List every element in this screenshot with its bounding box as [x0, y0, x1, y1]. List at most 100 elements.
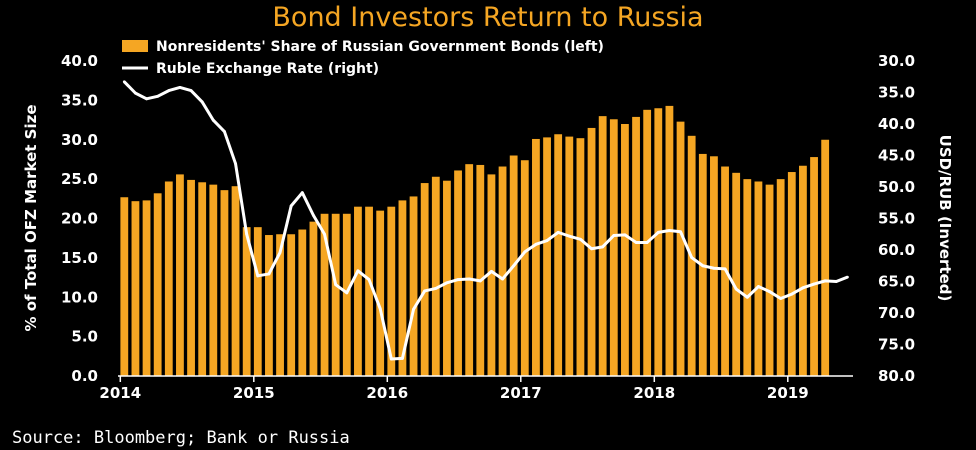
line-point: [278, 251, 282, 254]
right-tick-label: 40.0: [878, 115, 915, 133]
x-tick-label: 2017: [500, 384, 542, 402]
right-tick-label: 80.0: [878, 367, 915, 385]
bar: [153, 193, 162, 376]
bar: [420, 183, 429, 376]
line-point: [645, 241, 649, 244]
line-point: [211, 118, 215, 122]
line-point: [679, 230, 682, 234]
left-tick-label: 15.0: [61, 249, 98, 267]
bar: [676, 121, 685, 376]
bar: [587, 127, 596, 376]
bar: [342, 213, 351, 376]
bar: [209, 184, 218, 376]
line-point: [846, 275, 849, 279]
right-tick-label: 75.0: [878, 336, 915, 354]
bar: [476, 164, 485, 376]
bar: [265, 235, 273, 376]
bar: [309, 221, 318, 376]
bar: [176, 174, 184, 376]
x-tick-label: 2015: [233, 384, 275, 402]
chart-title: Bond Investors Return to Russia: [272, 2, 703, 33]
right-tick-label: 70.0: [878, 304, 915, 322]
bar: [354, 206, 362, 376]
bar: [799, 165, 807, 376]
legend-line-label: Ruble Exchange Rate (right): [156, 61, 379, 77]
bar: [665, 105, 674, 376]
line-point: [423, 289, 427, 293]
legend: Nonresidents' Share of Russian Governmen…: [122, 39, 604, 77]
bar: [164, 181, 173, 376]
bar: [710, 156, 718, 376]
line-point: [490, 270, 493, 273]
left-tick-label: 20.0: [61, 210, 98, 228]
bar: [287, 234, 296, 376]
bar: [331, 213, 340, 376]
source-note: Source: Bloomberg; Bank or Russia: [12, 428, 350, 448]
line-point: [178, 86, 182, 89]
line-point: [156, 94, 160, 98]
bar: [554, 134, 563, 376]
line-point: [389, 357, 393, 361]
line-point: [567, 234, 571, 238]
bar: [398, 200, 407, 376]
bar: [465, 164, 474, 376]
line-point: [601, 245, 605, 249]
line-point: [189, 89, 193, 93]
x-tick-label: 2019: [767, 384, 809, 402]
bar: [131, 201, 140, 376]
line-point: [779, 297, 783, 300]
bar: [220, 190, 229, 376]
line-point: [323, 232, 326, 236]
bar: [565, 136, 574, 376]
bar: [376, 210, 385, 377]
bar: [532, 138, 540, 376]
bar: [298, 229, 307, 376]
bar: [732, 172, 741, 376]
bar: [454, 170, 462, 376]
left-tick-label: 40.0: [61, 52, 98, 70]
line-point: [701, 264, 705, 268]
bar: [120, 197, 129, 376]
right-tick-label: 45.0: [878, 147, 915, 165]
legend-bar-swatch: [122, 40, 148, 52]
line-point: [834, 280, 838, 283]
line-point: [656, 230, 660, 234]
line-point: [434, 287, 438, 290]
right-tick-label: 35.0: [878, 84, 915, 102]
bar: [487, 174, 496, 376]
line-point: [234, 162, 237, 166]
line-point: [723, 267, 727, 271]
bar: [776, 179, 785, 377]
bar: [543, 137, 551, 376]
right-tick-label: 50.0: [878, 178, 915, 196]
left-tick-labels: 0.0 5.0 10.0 15.0 20.0 25.0 30.0 35.0 40.0: [61, 52, 98, 385]
x-tick-label: 2018: [633, 384, 675, 402]
line-point: [345, 291, 349, 295]
line-point: [634, 241, 638, 244]
line-point: [556, 230, 560, 234]
line-point: [356, 269, 360, 273]
bar: [443, 180, 451, 376]
ruble-exchange-rate-line: [123, 80, 848, 361]
line-point: [334, 283, 338, 287]
line-point: [612, 234, 616, 237]
line-point: [256, 274, 260, 278]
line-point: [812, 282, 816, 286]
left-tick-label: 5.0: [71, 328, 98, 346]
line-point: [512, 264, 516, 268]
line-point: [445, 281, 449, 285]
left-tick-label: 0.0: [71, 367, 98, 385]
bar: [609, 119, 618, 377]
line-point: [623, 233, 627, 237]
right-axis-label: USD/RUB (Inverted): [936, 135, 954, 302]
line-point: [122, 80, 126, 84]
bar: [242, 227, 251, 376]
bar: [253, 227, 262, 376]
left-axis-label: % of Total OFZ Market Size: [22, 104, 40, 331]
bar: [621, 124, 629, 376]
bar: [821, 139, 830, 376]
line-point: [289, 204, 293, 208]
bar: [231, 186, 240, 376]
line-point: [734, 287, 738, 291]
